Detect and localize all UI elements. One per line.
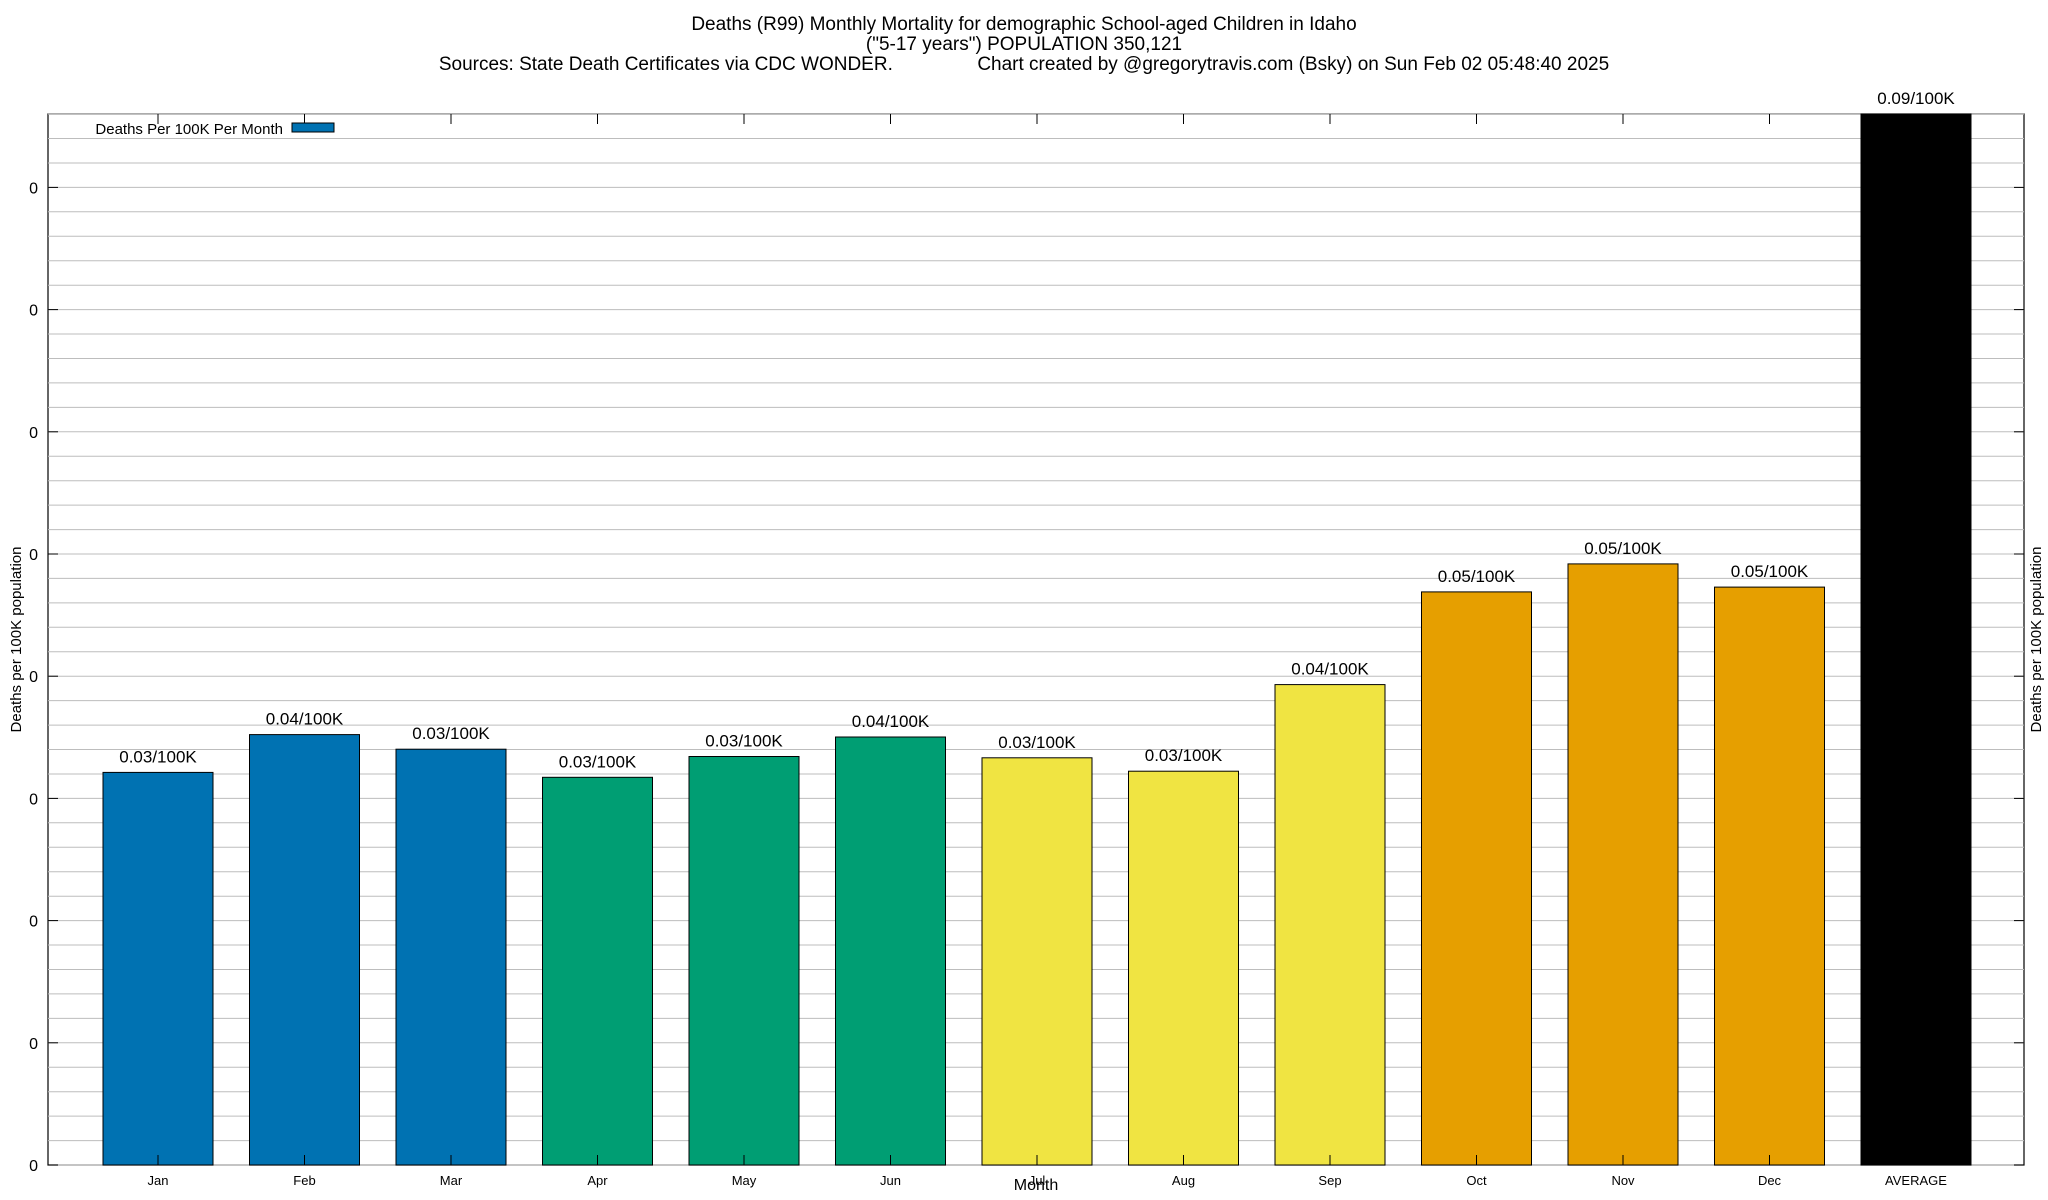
y-tick-label: 0 xyxy=(29,791,38,808)
y-tick-label: 0 xyxy=(29,303,38,320)
x-tick-label-dec: Dec xyxy=(1758,1173,1782,1188)
bar-apr xyxy=(542,776,653,1166)
data-label-mar: 0.03/100K xyxy=(412,724,490,743)
legend: Deaths Per 100K Per Month xyxy=(95,121,335,138)
y-ticks: 0 0 0 0 0 0 0 0 0 xyxy=(29,180,2024,1175)
x-tick-label-mar: Mar xyxy=(440,1173,463,1188)
x-tick-label-oct: Oct xyxy=(1466,1173,1487,1188)
bar-dec xyxy=(1714,586,1825,1166)
data-label-nov: 0.05/100K xyxy=(1584,539,1662,558)
x-tick-label-aug: Aug xyxy=(1172,1173,1195,1188)
x-tick-label-average: AVERAGE xyxy=(1885,1173,1947,1188)
data-label-average: 0.09/100K xyxy=(1877,89,1955,108)
bar-sep xyxy=(1274,684,1386,1166)
y-tick-label: 0 xyxy=(29,425,38,442)
x-tick-label-apr: Apr xyxy=(587,1173,608,1188)
data-label-aug: 0.03/100K xyxy=(1145,746,1223,765)
data-label-jul: 0.03/100K xyxy=(998,733,1076,752)
x-tick-label-nov: Nov xyxy=(1611,1173,1635,1188)
data-label-dec: 0.05/100K xyxy=(1731,562,1809,581)
x-axis-label: Month xyxy=(1014,1177,1058,1194)
y-tick-label: 0 xyxy=(29,180,38,197)
bar-may xyxy=(688,756,800,1166)
bar-jun xyxy=(835,736,946,1166)
x-tick-label-jan: Jan xyxy=(148,1173,169,1188)
chart-subtitle: ("5-17 years") POPULATION 350,121 xyxy=(865,34,1183,55)
data-label-jan: 0.03/100K xyxy=(119,747,197,766)
data-label-oct: 0.05/100K xyxy=(1438,567,1516,586)
chart-sources-line: Sources: State Death Certificates via CD… xyxy=(438,54,1610,75)
y-tick-label: 0 xyxy=(29,1036,38,1053)
chart-title: Deaths (R99) Monthly Mortality for demog… xyxy=(691,14,1357,35)
x-tick-label-jun: Jun xyxy=(880,1173,901,1188)
x-ticks: Jan Feb Mar Apr May Jun Jul Aug Sep Oct Nov Dec AVER… xyxy=(148,114,1947,1188)
x-tick-label-jul: Jul xyxy=(1029,1173,1046,1188)
data-label-sep: 0.04/100K xyxy=(1291,660,1369,679)
bar-nov xyxy=(1567,563,1679,1166)
y-axis-label-left: Deaths per 100K population xyxy=(8,547,25,733)
x-tick-label-may: May xyxy=(732,1173,757,1188)
y-tick-label: 0 xyxy=(29,669,38,686)
x-tick-label-feb: Feb xyxy=(293,1173,315,1188)
y-tick-label: 0 xyxy=(29,914,38,931)
y-axis-label-right: Deaths per 100K population xyxy=(2028,547,2045,733)
data-label-may: 0.03/100K xyxy=(705,732,783,751)
x-tick-label-sep: Sep xyxy=(1318,1173,1341,1188)
bar-average xyxy=(1860,113,1972,1166)
legend-label: Deaths Per 100K Per Month xyxy=(95,121,283,138)
bar-mar xyxy=(395,748,507,1166)
data-label-apr: 0.03/100K xyxy=(559,752,637,771)
y-tick-label: 0 xyxy=(29,1158,38,1175)
bar-aug xyxy=(1128,770,1239,1166)
data-labels: 0.03/100K 0.04/100K 0.03/100K 0.03/100K 0.03… xyxy=(119,89,1955,771)
y-tick-label: 0 xyxy=(29,547,38,564)
bar-oct xyxy=(1421,591,1532,1166)
legend-swatch xyxy=(291,122,335,133)
bars xyxy=(102,113,1972,1166)
bar-jul xyxy=(981,757,1093,1166)
data-label-jun: 0.04/100K xyxy=(852,712,930,731)
data-label-feb: 0.04/100K xyxy=(266,710,344,729)
bar-feb xyxy=(249,734,360,1166)
bar-jan xyxy=(102,771,214,1166)
